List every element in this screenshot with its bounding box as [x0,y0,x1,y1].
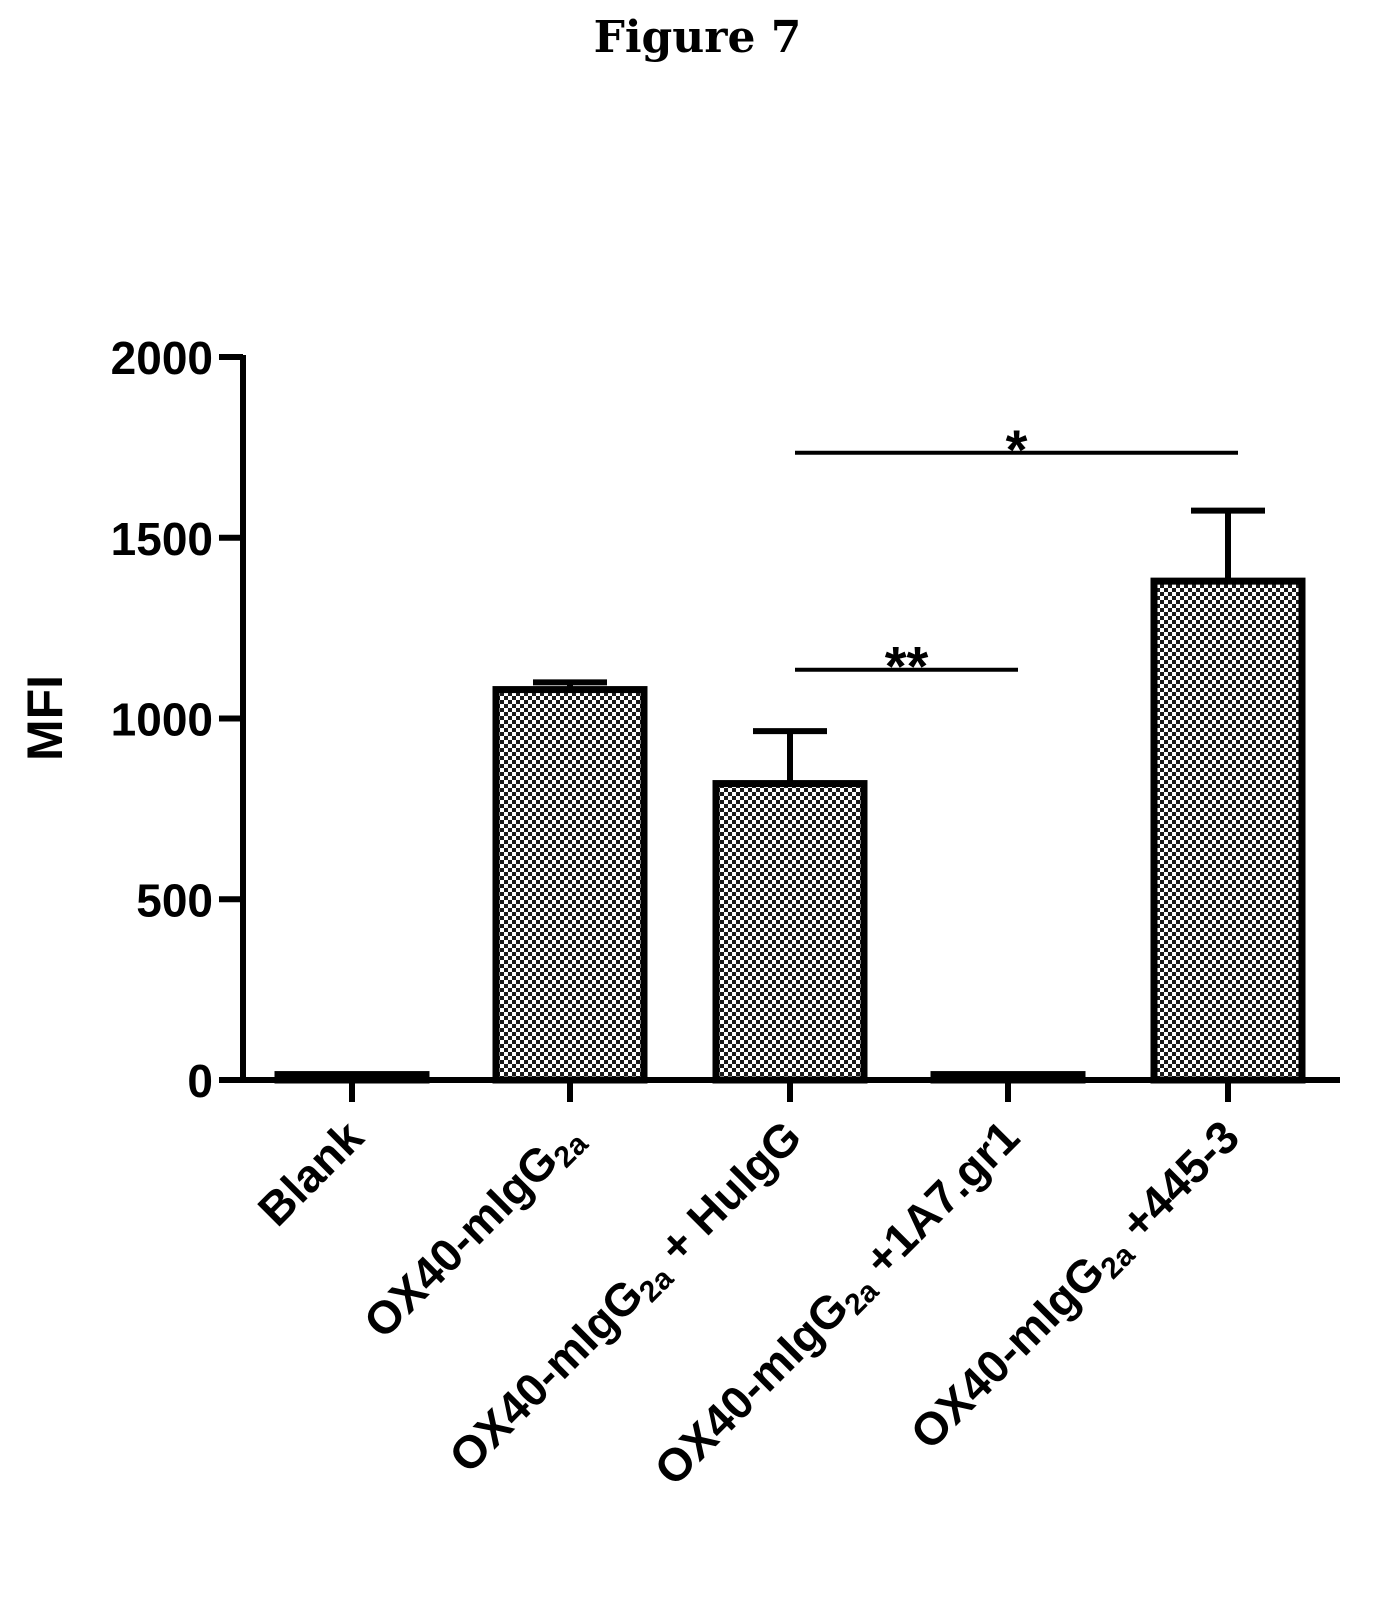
y-tick-label: 1000 [111,694,213,746]
bar-ox40-migg2a-1a7gr1 [930,1071,1086,1084]
x-tick-label-blank: Blank [248,1110,374,1236]
x-tick-label-ox40-migg2a: OX40-mIgG2a [354,1110,595,1351]
bar-ox40-migg2a-445-3 [1150,577,1306,1084]
y-tick-label: 1500 [111,513,213,565]
y-tick-label: 500 [136,874,213,926]
figure-title: Figure 7 [593,12,802,63]
bar-ox40-migg2a-huigg [712,780,868,1084]
y-tick-label: 2000 [111,332,213,384]
y-axis-label: MFI [17,675,73,761]
x-tick-label-ox40-migg2a-huigg: OX40-mIgG2a + HuIgG [439,1110,815,1486]
x-tick-label-ox40-migg2a-1a7gr1: OX40-mIgG2a +1A7.gr1 [644,1110,1032,1498]
bars [274,507,1306,1084]
significance-label: ** [885,635,929,698]
bar-ox40-migg2a [492,686,648,1084]
y-tick-label: 0 [187,1055,213,1107]
significance-label: * [1006,418,1028,481]
bar-blank [274,1071,430,1084]
